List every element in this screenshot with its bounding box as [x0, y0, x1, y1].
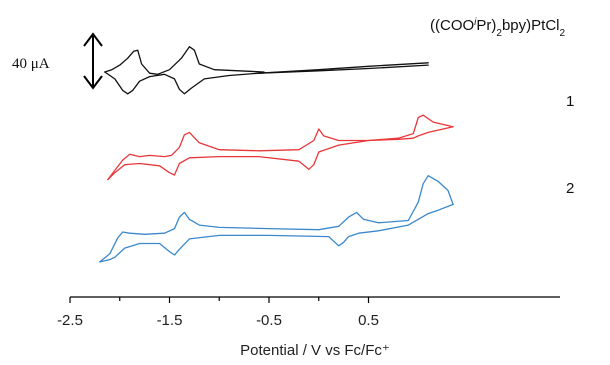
cv-trace-segment — [107, 114, 454, 181]
cv-trace-segment — [104, 64, 429, 95]
trace-layer — [99, 46, 454, 263]
series-label: 2 — [566, 180, 574, 197]
x-tick-label: -1.5 — [157, 312, 183, 329]
cv-trace-segment — [99, 175, 454, 263]
cv-trace-segment — [99, 203, 454, 263]
compound-label-part: ((COO — [430, 17, 474, 34]
x-axis-ticks: -2.5 -1.5 -0.5 0.5 — [57, 297, 379, 329]
scale-bar: 40 μA — [12, 32, 103, 90]
compound-label-part: bpy)PtCl — [502, 17, 560, 34]
series-trace-2 — [107, 114, 454, 181]
series-label: 1 — [566, 93, 574, 110]
compound-label-part: 2 — [496, 28, 502, 39]
compound-label-part: Pr) — [476, 17, 496, 34]
x-tick-label: 0.5 — [358, 312, 379, 329]
scale-bar-arrow-bottom — [83, 75, 103, 90]
series-trace-3 — [99, 175, 454, 263]
scale-bar-arrow-top — [83, 32, 103, 47]
x-axis: -2.5 -1.5 -0.5 0.5 Potential / V vs Fc/Fc⁺ — [57, 296, 560, 359]
compound-label-part: 2 — [560, 28, 566, 39]
cv-trace-segment — [104, 46, 265, 75]
scale-bar-label: 40 μA — [12, 56, 50, 72]
series-label: ((COOiPr)2bpy)PtCl2 — [430, 17, 566, 39]
x-tick-label: -0.5 — [256, 312, 282, 329]
x-tick-label: -2.5 — [57, 312, 83, 329]
cv-trace-segment — [107, 126, 454, 181]
cv-trace-segment — [258, 62, 429, 74]
compound-label-part: i — [474, 17, 477, 28]
x-axis-title: Potential / V vs Fc/Fc⁺ — [240, 342, 390, 359]
series-trace-1 — [104, 46, 429, 95]
